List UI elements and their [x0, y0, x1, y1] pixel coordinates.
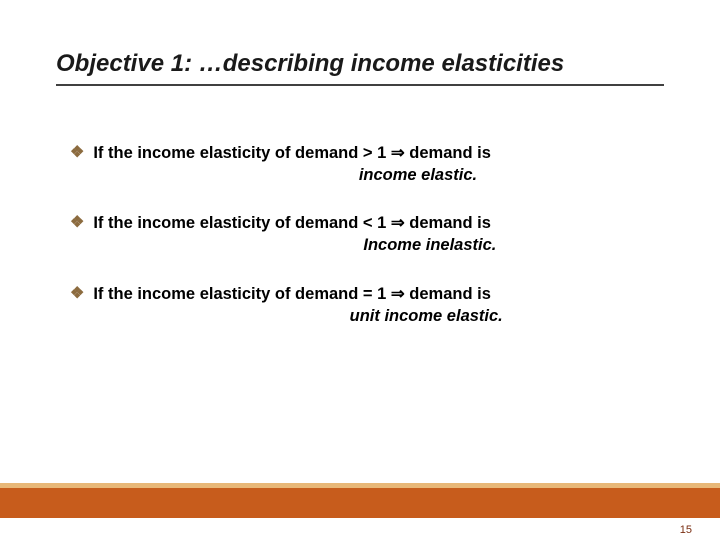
- bullet-line-2: income elastic.: [70, 164, 664, 186]
- footer-bar: [0, 488, 720, 518]
- bullet-item: ❖ If the income elasticity of demand < 1…: [70, 212, 664, 257]
- term-italic: income elastic.: [359, 166, 477, 184]
- bullet-item: ❖ If the income elasticity of demand > 1…: [70, 142, 664, 187]
- diamond-bullet-icon: ❖: [70, 142, 84, 164]
- term-italic: unit income elastic.: [350, 307, 503, 325]
- bullet-line-1: If the income elasticity of demand > 1 ⇒…: [93, 142, 491, 164]
- title-underline: [56, 84, 664, 86]
- bullet-item: ❖ If the income elasticity of demand = 1…: [70, 283, 664, 328]
- slide: Objective 1: …describing income elastici…: [0, 0, 720, 540]
- bullet-line-2: Income inelastic.: [70, 234, 664, 256]
- bullet-line-1: If the income elasticity of demand < 1 ⇒…: [93, 212, 491, 234]
- bullet-line-2: unit income elastic.: [70, 305, 664, 327]
- diamond-bullet-icon: ❖: [70, 212, 84, 234]
- diamond-bullet-icon: ❖: [70, 283, 84, 305]
- term-italic: Income inelastic.: [363, 236, 496, 254]
- page-number: 15: [680, 524, 692, 536]
- slide-title: Objective 1: …describing income elastici…: [56, 50, 664, 78]
- bullet-line-1: If the income elasticity of demand = 1 ⇒…: [93, 283, 491, 305]
- bullet-list: ❖ If the income elasticity of demand > 1…: [56, 142, 664, 328]
